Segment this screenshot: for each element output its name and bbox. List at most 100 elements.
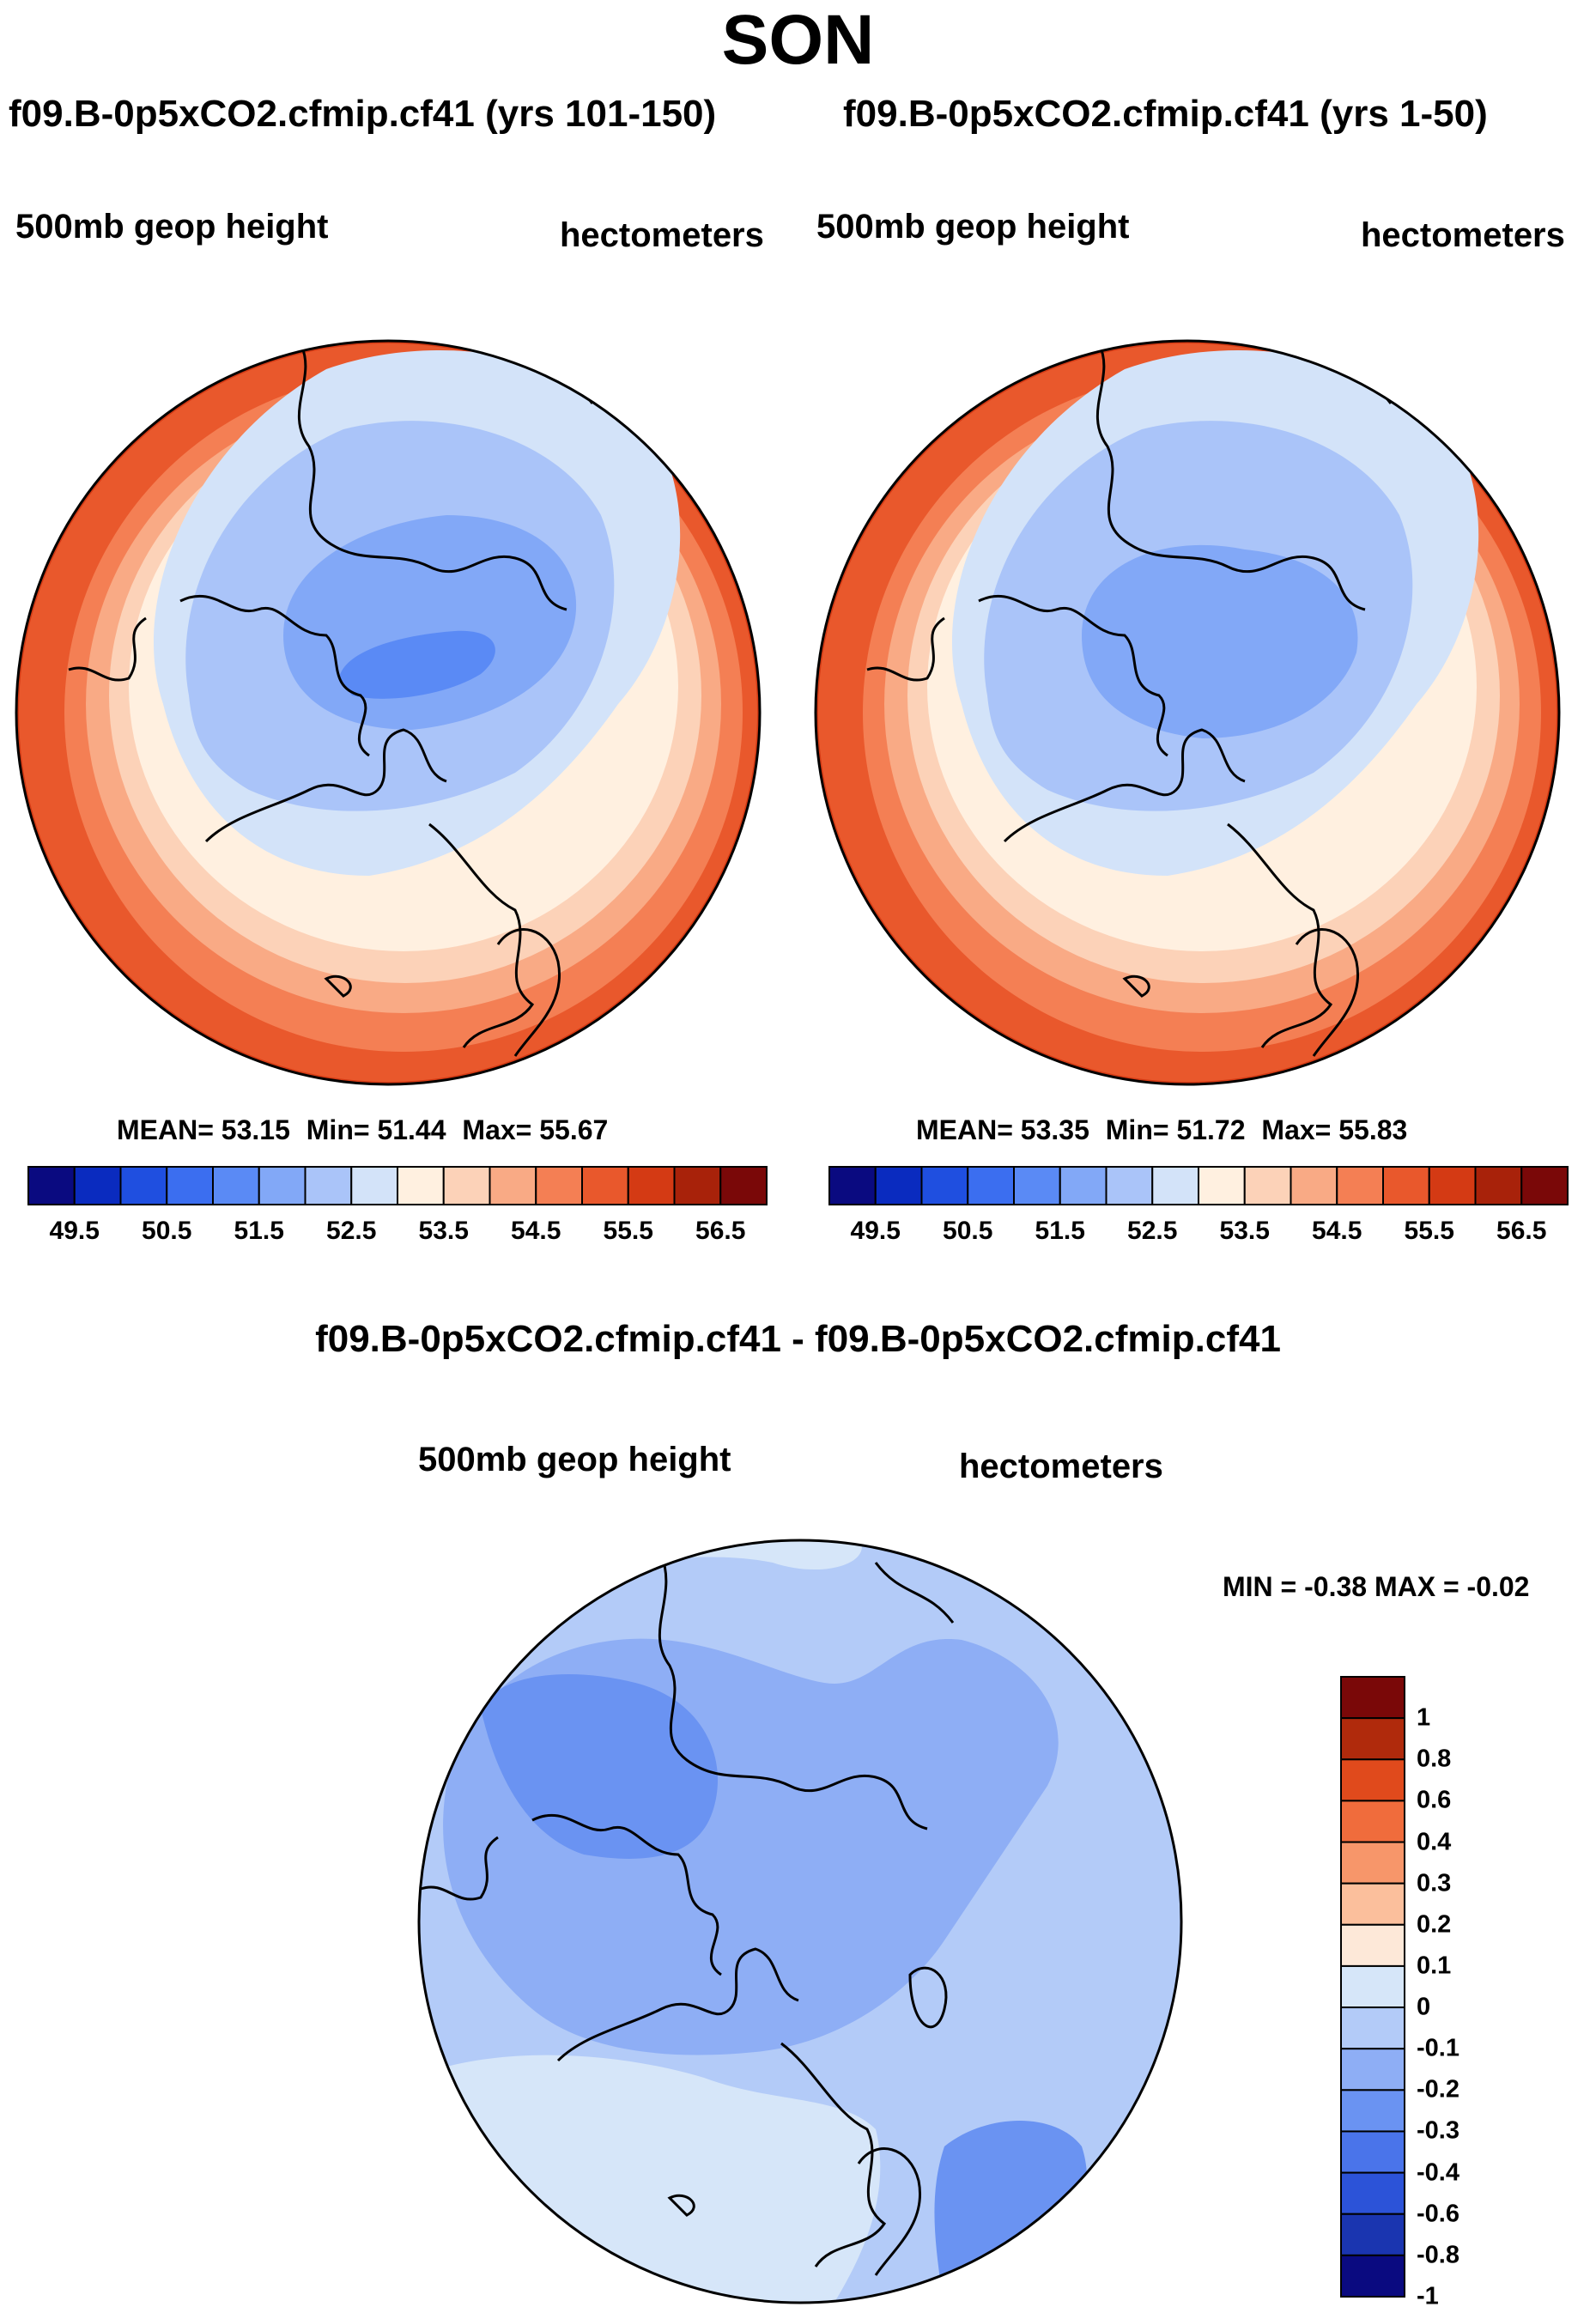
right-panel-title: f09.B-0p5xCO2.cfmip.cf41 (yrs 1-50) xyxy=(843,93,1488,135)
colorbar-tick-label: 55.5 xyxy=(603,1217,653,1245)
colorbar-tick-label: 50.5 xyxy=(142,1217,192,1245)
cb-right-swatch xyxy=(1198,1166,1246,1205)
colorbar-tick-label: 53.5 xyxy=(1219,1217,1270,1245)
diff-colorbar-swatch xyxy=(1340,1882,1405,1926)
cb-right-swatch xyxy=(1428,1166,1477,1205)
cb-right-swatch xyxy=(1382,1166,1430,1205)
colorbar-tick-label: 52.5 xyxy=(326,1217,377,1245)
diff-colorbar-swatch xyxy=(1340,2171,1405,2215)
cb-left-swatch xyxy=(489,1166,537,1205)
right-max-label: Max= xyxy=(1261,1114,1332,1145)
colorbar-tick-label: 55.5 xyxy=(1404,1217,1454,1245)
cb-left-swatch xyxy=(535,1166,583,1205)
colorbar-tick-label: -1 xyxy=(1417,2282,1439,2310)
right-colorbar xyxy=(828,1166,1569,1205)
diff-colorbar-swatch xyxy=(1340,2254,1405,2298)
cb-left-swatch xyxy=(442,1166,491,1205)
colorbar-tick-label: 56.5 xyxy=(695,1217,746,1245)
cb-right-swatch xyxy=(1520,1166,1569,1205)
colorbar-tick-label: 1 xyxy=(1417,1703,1431,1732)
left-variable-label: 500mb geop height xyxy=(15,208,329,246)
cb-right-swatch xyxy=(920,1166,969,1205)
cb-left-swatch xyxy=(673,1166,722,1205)
diff-colorbar-swatch xyxy=(1340,1676,1405,1720)
cb-right-swatch xyxy=(874,1166,923,1205)
right-min-value: 51.72 xyxy=(1176,1114,1246,1145)
cb-left-swatch xyxy=(304,1166,353,1205)
colorbar-tick-label: 0.8 xyxy=(1417,1745,1452,1773)
left-colorbar xyxy=(27,1166,768,1205)
left-band-51 xyxy=(339,630,495,699)
diff-colorbar-swatch xyxy=(1340,1717,1405,1761)
diff-band-minus-0.3 xyxy=(481,1674,718,1859)
right-variable-label: 500mb geop height xyxy=(816,208,1130,246)
left-max-label: Max= xyxy=(462,1114,532,1145)
cb-left-swatch xyxy=(119,1166,168,1205)
diff-map-border xyxy=(417,1539,1183,2304)
diff-colorbar-swatch xyxy=(1340,2089,1405,2133)
left-mean-value: 53.15 xyxy=(221,1114,290,1145)
diff-band-minus-0.3-b xyxy=(934,2121,1088,2303)
colorbar-tick-label: -0.3 xyxy=(1417,2116,1459,2145)
right-min-label: Min= xyxy=(1105,1114,1169,1145)
cb-right-swatch xyxy=(1474,1166,1523,1205)
cb-right-swatch xyxy=(1243,1166,1292,1205)
diff-colorbar-swatch xyxy=(1340,2213,1405,2256)
colorbar-tick-label: -0.8 xyxy=(1417,2241,1459,2269)
cb-left-swatch xyxy=(627,1166,676,1205)
colorbar-tick-label: -0.4 xyxy=(1417,2158,1459,2187)
cb-left-swatch xyxy=(166,1166,214,1205)
diff-colorbar-swatch xyxy=(1340,2130,1405,2174)
cb-left-swatch xyxy=(258,1166,306,1205)
colorbar-tick-label: 0.1 xyxy=(1417,1952,1452,1980)
diff-colorbar-swatch xyxy=(1340,2048,1405,2091)
cb-left-swatch xyxy=(73,1166,122,1205)
colorbar-tick-label: 0.2 xyxy=(1417,1910,1452,1939)
colorbar-tick-label: -0.2 xyxy=(1417,2075,1459,2104)
colorbar-tick-label: 49.5 xyxy=(49,1217,100,1245)
colorbar-tick-label: 50.5 xyxy=(943,1217,993,1245)
diff-coastlines xyxy=(420,1553,955,2276)
left-map-border xyxy=(15,339,762,1086)
right-map xyxy=(816,341,1559,1084)
diff-colorbar-swatch xyxy=(1340,1923,1405,1967)
left-panel-title: f09.B-0p5xCO2.cfmip.cf41 (yrs 101-150) xyxy=(9,93,717,135)
diff-colorbar-swatch xyxy=(1340,1841,1405,1885)
colorbar-tick-label: 53.5 xyxy=(418,1217,469,1245)
cb-right-swatch xyxy=(1013,1166,1061,1205)
cb-right-swatch xyxy=(1059,1166,1107,1205)
colorbar-tick-label: -0.6 xyxy=(1417,2200,1459,2228)
left-min-label: Min= xyxy=(306,1114,370,1145)
cb-right-swatch xyxy=(1151,1166,1199,1205)
left-stats: MEAN= 53.15 Min= 51.44 Max= 55.67 xyxy=(117,1114,608,1146)
diff-panel-title: f09.B-0p5xCO2.cfmip.cf41 - f09.B-0p5xCO2… xyxy=(315,1318,1281,1360)
cb-left-swatch xyxy=(719,1166,768,1205)
left-min-value: 51.44 xyxy=(377,1114,446,1145)
diff-minmax: MIN = -0.38 MAX = -0.02 xyxy=(1223,1571,1530,1602)
right-band-51.5 xyxy=(1082,544,1358,738)
colorbar-tick-label: -0.1 xyxy=(1417,2034,1459,2062)
colorbar-tick-label: 54.5 xyxy=(511,1217,561,1245)
right-stats: MEAN= 53.35 Min= 51.72 Max= 55.83 xyxy=(916,1114,1407,1146)
diff-units-label: hectometers xyxy=(959,1448,1163,1485)
colorbar-tick-label: 56.5 xyxy=(1496,1217,1547,1245)
colorbar-tick-label: 0.3 xyxy=(1417,1869,1452,1897)
diff-colorbar-swatch xyxy=(1340,1758,1405,1802)
cb-right-swatch xyxy=(828,1166,877,1205)
cb-right-swatch xyxy=(1290,1166,1338,1205)
cb-left-swatch xyxy=(397,1166,445,1205)
diff-colorbar-swatch xyxy=(1340,1964,1405,2009)
left-map xyxy=(16,341,760,1084)
colorbar-tick-label: 0 xyxy=(1417,1993,1431,2021)
colorbar-tick-label: 0.4 xyxy=(1417,1828,1452,1856)
cb-left-swatch xyxy=(350,1166,398,1205)
cb-left-swatch xyxy=(212,1166,260,1205)
diff-map xyxy=(419,1540,1181,2303)
left-units-label: hectometers xyxy=(560,216,764,254)
diff-variable-label: 500mb geop height xyxy=(418,1441,731,1478)
colorbar-tick-label: 51.5 xyxy=(1035,1217,1085,1245)
right-mean-label: MEAN= xyxy=(916,1114,1013,1145)
right-max-value: 55.83 xyxy=(1338,1114,1408,1145)
left-max-value: 55.67 xyxy=(539,1114,609,1145)
